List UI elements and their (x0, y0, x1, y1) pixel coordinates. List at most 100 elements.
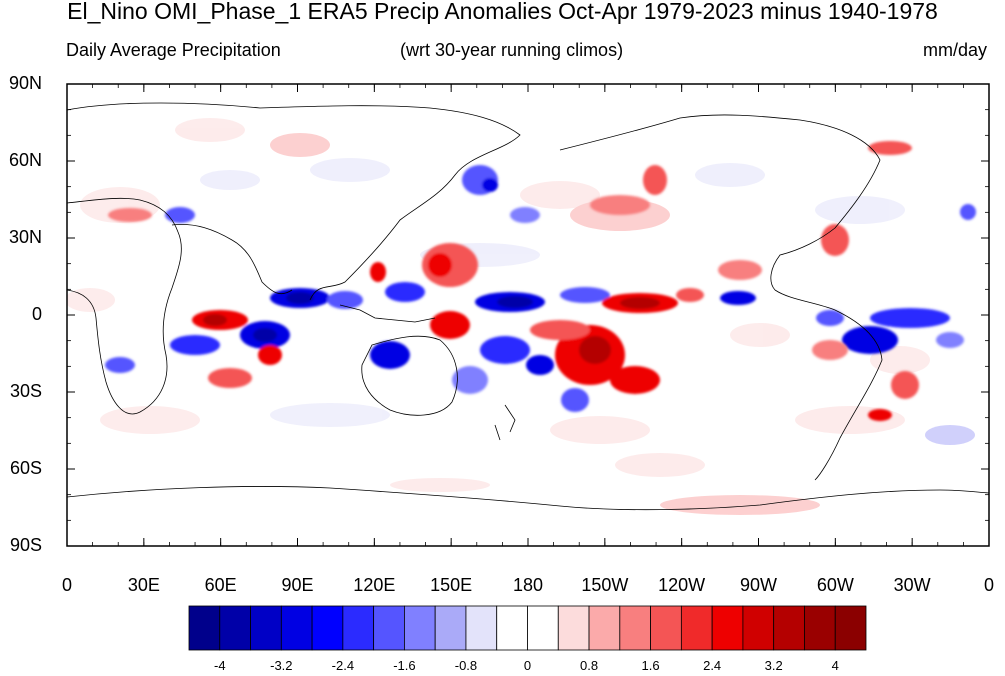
anomaly-patch (526, 355, 554, 375)
africa-coastline (67, 197, 182, 415)
colorbar-label: 2.4 (703, 658, 722, 673)
lon-label: 120W (658, 575, 706, 595)
subtitle-left: Daily Average Precipitation (66, 40, 281, 60)
colorbar-swatch (465, 605, 498, 651)
subtitle-center: (wrt 30-year running climos) (400, 40, 624, 60)
anomaly-patch (660, 495, 820, 515)
anomaly-patch (821, 224, 849, 256)
colorbar (188, 605, 867, 651)
colorbar-swatch (619, 605, 651, 651)
anomaly-patch (550, 416, 650, 444)
arabia-india-coastline (171, 223, 293, 295)
anomaly-patch (718, 260, 762, 280)
colorbar-label: -3.2 (270, 658, 293, 673)
colorbar-swatch (496, 605, 528, 651)
lon-label: 60W (816, 575, 854, 595)
colorbar-label: -1.6 (393, 658, 416, 673)
colorbar-swatch (588, 605, 621, 651)
anomaly-patch (203, 314, 227, 326)
plot-frame (66, 83, 990, 547)
colorbar-label: 0 (523, 658, 532, 673)
anomaly-patch (165, 207, 195, 223)
colorbar-label: 1.6 (641, 658, 660, 673)
lon-label: 150E (430, 575, 473, 595)
anomaly-patch (815, 196, 905, 224)
anomaly-patch (720, 291, 756, 305)
anomaly-patch (643, 165, 667, 195)
anomaly-patch (428, 253, 452, 277)
lon-label: 30E (127, 575, 160, 595)
anomaly-patch (510, 207, 540, 223)
anomaly-patch (480, 336, 530, 364)
colorbar-swatch (342, 605, 375, 651)
lat-label: 90N (8, 73, 42, 93)
units-label: mm/day (922, 40, 987, 60)
anomaly-patch (560, 287, 610, 303)
anomaly-patch (925, 425, 975, 445)
anomaly-field (67, 118, 976, 515)
anomaly-patch (430, 311, 470, 339)
anomaly-patch (108, 208, 152, 222)
anomaly-patch (310, 158, 390, 182)
lon-label: 0 (61, 575, 73, 595)
anomaly-patch (253, 328, 277, 342)
colorbar-swatch (373, 605, 405, 651)
anomaly-patch (520, 181, 600, 209)
colorbar-label: 3.2 (764, 658, 783, 673)
lat-label: 60N (8, 150, 42, 170)
colorbar-label: 4 (831, 658, 839, 673)
colorbar-label: -2.4 (331, 658, 355, 673)
colorbar-swatch (557, 605, 590, 651)
anomaly-patch (208, 368, 252, 388)
anomaly-patch (286, 292, 314, 304)
lat-label: 90S (9, 535, 42, 555)
anomaly-patch (960, 204, 976, 220)
lat-label: 30N (8, 227, 42, 247)
lon-label: 150W (581, 575, 629, 595)
colorbar-swatch (804, 605, 836, 651)
colorbar-swatch (711, 605, 744, 651)
anomaly-patch (730, 323, 790, 347)
anomaly-patch (868, 409, 892, 421)
eurasia-coastline (67, 102, 521, 301)
anomaly-patch (530, 320, 590, 340)
anomaly-patch (561, 388, 589, 412)
anomaly-patch (67, 288, 115, 312)
colorbar-label: -0.8 (454, 658, 478, 673)
lat-label: 0 (31, 304, 42, 324)
colorbar-swatch (434, 605, 467, 651)
anomaly-patch (497, 296, 533, 308)
anomaly-patch (610, 366, 660, 394)
anomaly-patch (812, 340, 848, 360)
colorbar-swatch (188, 605, 221, 651)
lat-label: 60S (9, 458, 42, 478)
anomaly-patch (370, 262, 386, 282)
anomaly-patch (100, 406, 200, 434)
australia-coastline (361, 335, 458, 416)
anomaly-patch (105, 357, 135, 373)
colorbar-swatch (250, 605, 282, 651)
anomaly-patch (370, 341, 410, 369)
anomaly-patch (385, 282, 425, 302)
anomaly-patch (200, 170, 260, 190)
lat-label: 30S (9, 381, 42, 401)
anomaly-patch (452, 366, 488, 394)
anomaly-patch (842, 326, 898, 354)
colorbar-label: 0.8 (579, 658, 599, 673)
anomaly-patch (868, 141, 912, 155)
colorbar-swatch (311, 605, 344, 651)
anomaly-patch (170, 335, 220, 355)
lon-label: 180 (512, 575, 544, 595)
colorbar-label: -4 (213, 658, 226, 673)
lon-label: 60E (204, 575, 237, 595)
anomaly-patch (891, 371, 919, 399)
anomaly-patch (390, 478, 490, 492)
colorbar-swatch (404, 605, 436, 651)
map-title: El_Nino OMI_Phase_1 ERA5 Precip Anomalie… (67, 0, 938, 24)
colorbar-swatch (773, 605, 805, 651)
anomaly-patch (870, 346, 930, 374)
anomaly-patch (327, 291, 363, 309)
coastlines (67, 102, 989, 511)
south-america-coastline (774, 289, 883, 481)
